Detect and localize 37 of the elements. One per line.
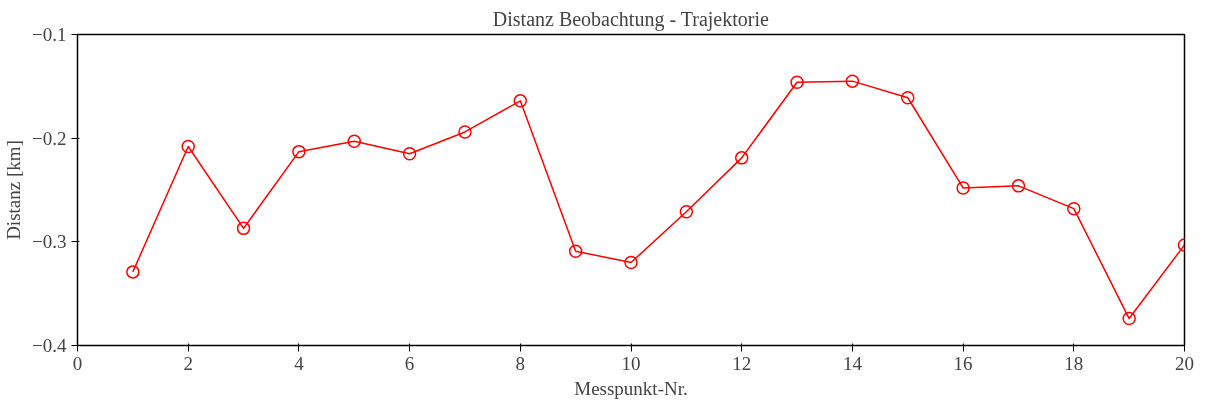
point <box>1067 201 1081 216</box>
y-tick-label: −0.1 <box>32 24 67 45</box>
point <box>458 125 472 139</box>
point <box>126 265 140 279</box>
point <box>1122 311 1136 326</box>
x-tick-label: 18 <box>1064 352 1084 374</box>
x-tick-label: 6 <box>404 352 415 374</box>
x-axis-title: Messpunkt-Nr. <box>574 377 688 399</box>
x-tick-label: 0 <box>72 352 83 374</box>
point <box>956 181 970 195</box>
y-tick-label: −0.4 <box>32 335 67 356</box>
point <box>790 75 804 89</box>
x-tick-label: 4 <box>294 352 305 374</box>
y-tick-label: −0.3 <box>32 231 67 253</box>
point <box>181 139 195 154</box>
x-tick-label: 12 <box>732 352 752 374</box>
x-tick-label: 8 <box>515 352 526 374</box>
point <box>292 144 306 159</box>
point <box>1011 179 1026 193</box>
x-tick-label: 16 <box>953 352 973 374</box>
point <box>347 134 361 149</box>
chart-title: Distanz Beobachtung - Trajektorie <box>492 7 769 31</box>
x-tick-label: 2 <box>183 352 193 374</box>
y-tick-label: −0.2 <box>32 127 67 149</box>
point <box>624 255 638 270</box>
point <box>236 221 251 236</box>
point <box>513 94 528 108</box>
point <box>845 74 860 88</box>
point <box>568 244 583 258</box>
point <box>402 146 417 161</box>
point <box>734 151 749 165</box>
point <box>679 205 694 219</box>
x-tick-label: 20 <box>1175 352 1194 374</box>
x-tick-label: 10 <box>621 352 641 374</box>
x-tick-label: 14 <box>842 352 863 374</box>
y-axis-title: Distanz [km] <box>3 140 25 240</box>
point <box>901 91 915 105</box>
